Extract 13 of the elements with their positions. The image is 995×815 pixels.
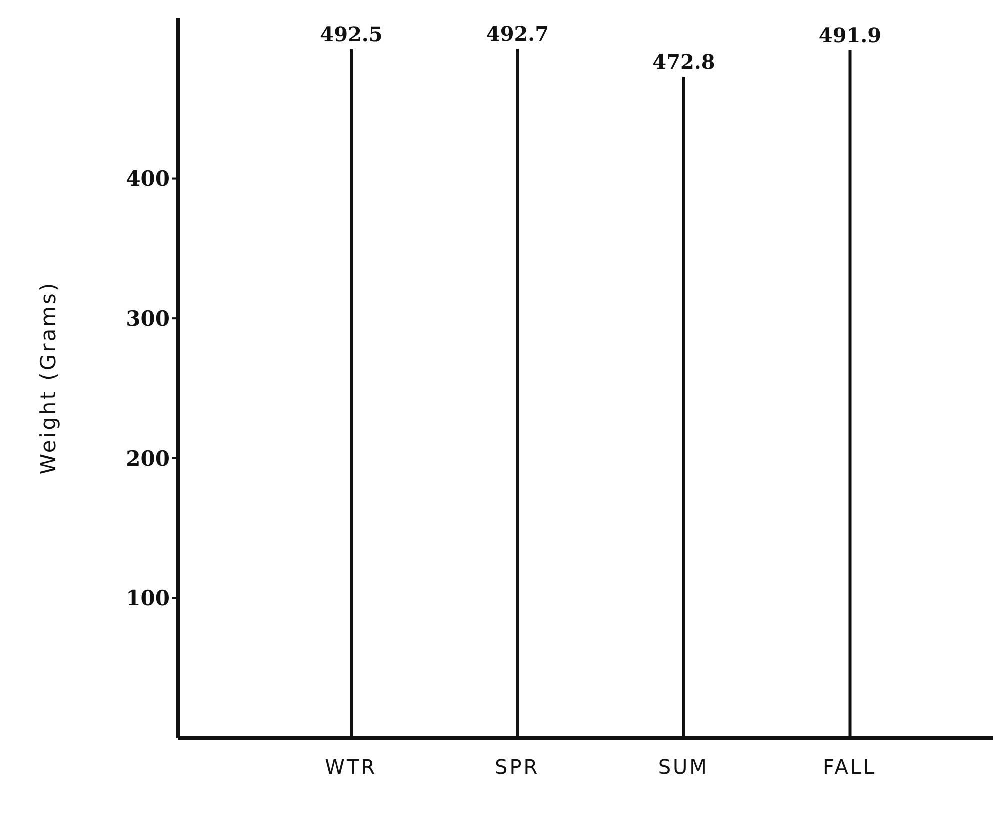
y-axis-title: Weight (Grams) (36, 281, 60, 475)
y-tick-label: 200 (126, 446, 170, 471)
y-tick-label: 300 (126, 306, 170, 332)
data-label: 491.9 (818, 23, 882, 48)
data-label: 492.7 (486, 22, 550, 46)
y-tick-label: 100 (126, 586, 170, 611)
data-label: 472.8 (652, 50, 716, 74)
x-tick-label: SPR (495, 755, 540, 780)
x-tick-label: WTR (325, 755, 378, 780)
x-tick-label: FALL (823, 755, 877, 780)
y-tick-label: 400 (126, 166, 170, 192)
data-label: 492.5 (320, 22, 383, 46)
x-tick-label: SUM (658, 755, 709, 780)
